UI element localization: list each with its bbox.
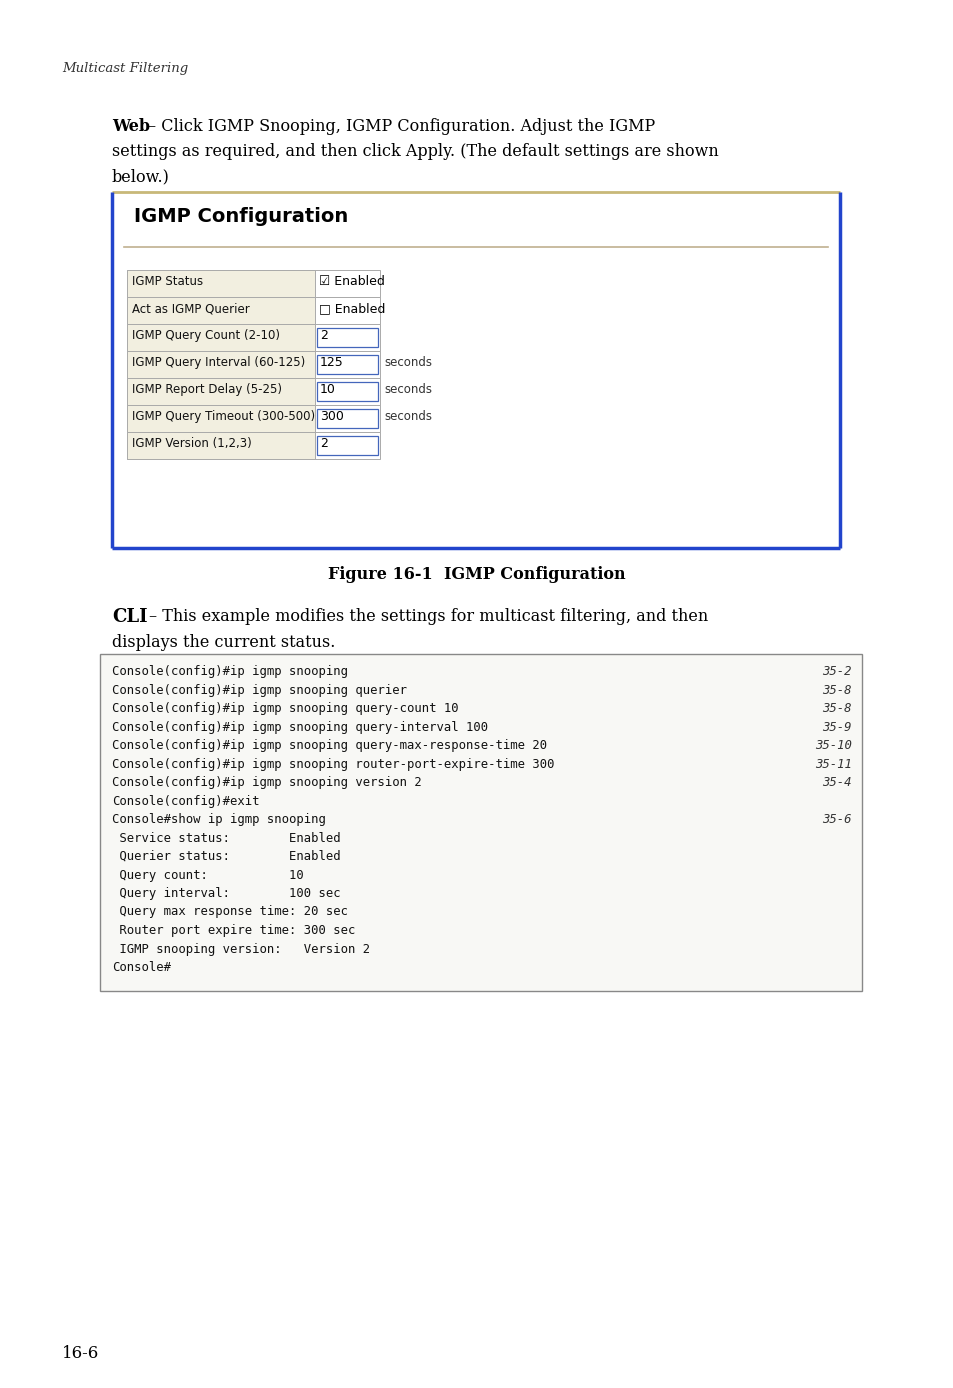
Text: IGMP Configuration: IGMP Configuration: [133, 207, 348, 226]
Text: Querier status:        Enabled: Querier status: Enabled: [112, 849, 340, 863]
Text: 2: 2: [319, 329, 328, 341]
Text: 16-6: 16-6: [62, 1345, 99, 1362]
Text: IGMP Query Timeout (300-500): IGMP Query Timeout (300-500): [132, 409, 314, 423]
Text: below.): below.): [112, 168, 170, 185]
Text: 35-8: 35-8: [821, 702, 851, 715]
Text: settings as required, and then click Apply. (The default settings are shown: settings as required, and then click App…: [112, 143, 718, 160]
Bar: [127, 351, 379, 378]
Text: IGMP Version (1,2,3): IGMP Version (1,2,3): [132, 437, 252, 450]
Text: 125: 125: [319, 355, 343, 369]
Bar: [316, 409, 377, 428]
Text: IGMP snooping version:   Version 2: IGMP snooping version: Version 2: [112, 942, 370, 955]
Bar: [112, 194, 838, 548]
Text: Console(config)#ip igmp snooping querier: Console(config)#ip igmp snooping querier: [112, 683, 407, 697]
Text: – This example modifies the settings for multicast filtering, and then: – This example modifies the settings for…: [149, 608, 707, 625]
Text: 35-9: 35-9: [821, 720, 851, 733]
Text: seconds: seconds: [384, 383, 432, 396]
Text: IGMP Query Count (2-10): IGMP Query Count (2-10): [132, 329, 280, 341]
Bar: [127, 378, 379, 405]
Text: Console(config)#ip igmp snooping query-max-response-time 20: Console(config)#ip igmp snooping query-m…: [112, 738, 547, 752]
Bar: [127, 432, 314, 459]
Text: IGMP Query Interval (60-125): IGMP Query Interval (60-125): [132, 355, 305, 369]
Bar: [127, 323, 379, 351]
Text: ☑ Enabled: ☑ Enabled: [318, 275, 384, 287]
Bar: [127, 432, 379, 459]
Bar: [127, 271, 314, 297]
Text: Query count:           10: Query count: 10: [112, 869, 303, 881]
Bar: [316, 436, 377, 455]
Bar: [127, 323, 314, 351]
Bar: [127, 405, 314, 432]
Bar: [127, 297, 379, 323]
Bar: [127, 351, 314, 378]
Text: Query interval:        100 sec: Query interval: 100 sec: [112, 887, 340, 899]
Text: displays the current status.: displays the current status.: [112, 634, 335, 651]
Text: Multicast Filtering: Multicast Filtering: [62, 62, 188, 75]
Text: Console#: Console#: [112, 960, 171, 974]
Bar: [100, 654, 862, 991]
Text: Web: Web: [112, 118, 150, 135]
Text: – Click IGMP Snooping, IGMP Configuration. Adjust the IGMP: – Click IGMP Snooping, IGMP Configuratio…: [148, 118, 655, 135]
Text: □ Enabled: □ Enabled: [318, 303, 385, 315]
Text: Console(config)#ip igmp snooping: Console(config)#ip igmp snooping: [112, 665, 348, 677]
Text: Service status:        Enabled: Service status: Enabled: [112, 831, 340, 844]
Text: Query max response time: 20 sec: Query max response time: 20 sec: [112, 905, 348, 919]
Text: Router port expire time: 300 sec: Router port expire time: 300 sec: [112, 924, 355, 937]
Text: Console(config)#ip igmp snooping version 2: Console(config)#ip igmp snooping version…: [112, 776, 421, 788]
Text: 300: 300: [319, 409, 343, 423]
Text: Console#show ip igmp snooping: Console#show ip igmp snooping: [112, 813, 326, 826]
Bar: [127, 378, 314, 405]
Bar: [316, 382, 377, 401]
Text: 10: 10: [319, 383, 335, 396]
Text: 35-10: 35-10: [814, 738, 851, 752]
Text: 35-2: 35-2: [821, 665, 851, 677]
Text: Act as IGMP Querier: Act as IGMP Querier: [132, 303, 250, 315]
Text: CLI: CLI: [112, 608, 148, 626]
Bar: [316, 328, 377, 347]
Text: IGMP Report Delay (5-25): IGMP Report Delay (5-25): [132, 383, 282, 396]
Text: Console(config)#ip igmp snooping query-interval 100: Console(config)#ip igmp snooping query-i…: [112, 720, 488, 733]
Text: 35-8: 35-8: [821, 683, 851, 697]
Text: seconds: seconds: [384, 409, 432, 423]
Bar: [316, 355, 377, 373]
Text: Console(config)#ip igmp snooping router-port-expire-time 300: Console(config)#ip igmp snooping router-…: [112, 758, 554, 770]
Bar: [127, 297, 314, 323]
Text: 2: 2: [319, 437, 328, 450]
Text: 35-6: 35-6: [821, 813, 851, 826]
Text: Figure 16-1  IGMP Configuration: Figure 16-1 IGMP Configuration: [328, 566, 625, 583]
Bar: [127, 405, 379, 432]
Text: 35-4: 35-4: [821, 776, 851, 788]
Text: IGMP Status: IGMP Status: [132, 275, 203, 287]
Text: seconds: seconds: [384, 355, 432, 369]
Text: 35-11: 35-11: [814, 758, 851, 770]
Text: Console(config)#ip igmp snooping query-count 10: Console(config)#ip igmp snooping query-c…: [112, 702, 458, 715]
Text: Console(config)#exit: Console(config)#exit: [112, 794, 259, 808]
Bar: [127, 271, 379, 297]
